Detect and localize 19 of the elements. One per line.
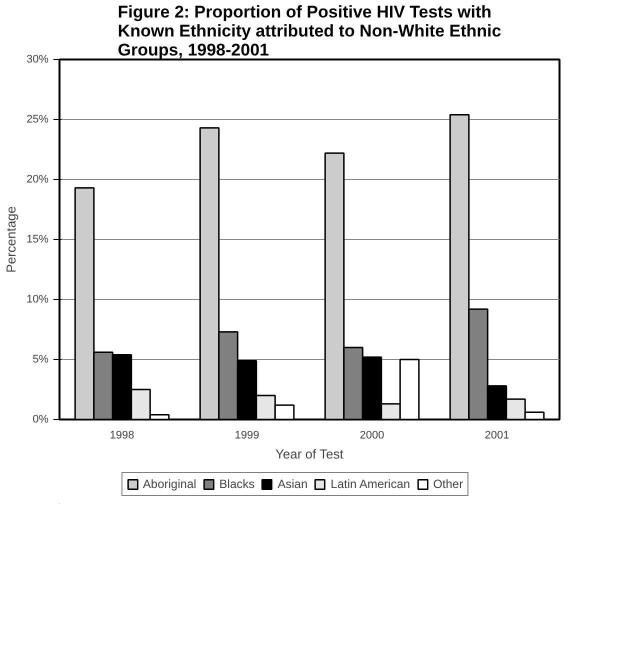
legend-label: Aboriginal: [142, 477, 196, 491]
y-tick-label: 25%: [26, 114, 49, 126]
x-tick-label: 2000: [360, 430, 384, 442]
x-axis-title: Year of Test: [275, 446, 344, 462]
x-tick-label: 1998: [110, 430, 134, 442]
y-tick-label: 20%: [26, 174, 49, 186]
legend-label: Latin American: [330, 477, 410, 491]
x-tick-label: 2001: [484, 430, 510, 442]
y-axis-title: Percentage: [3, 206, 18, 273]
legend-label: Asian: [278, 477, 308, 491]
y-tick-label: 5%: [32, 354, 49, 366]
y-tick-label: 15%: [26, 234, 49, 246]
legend-label: Blacks: [219, 477, 255, 491]
chart-title: Figure 2: Proportion of Positive HIV Tests with Known Ethnicity attributed to Non-White Ethnic Groups, 1998-2001: [118, 2, 502, 60]
y-tick-label: 0%: [32, 414, 49, 426]
legend-label: Other: [433, 477, 464, 491]
y-tick-label: 10%: [26, 294, 49, 306]
y-tick-label: 30%: [26, 54, 49, 66]
x-tick-label: 1999: [234, 430, 260, 442]
